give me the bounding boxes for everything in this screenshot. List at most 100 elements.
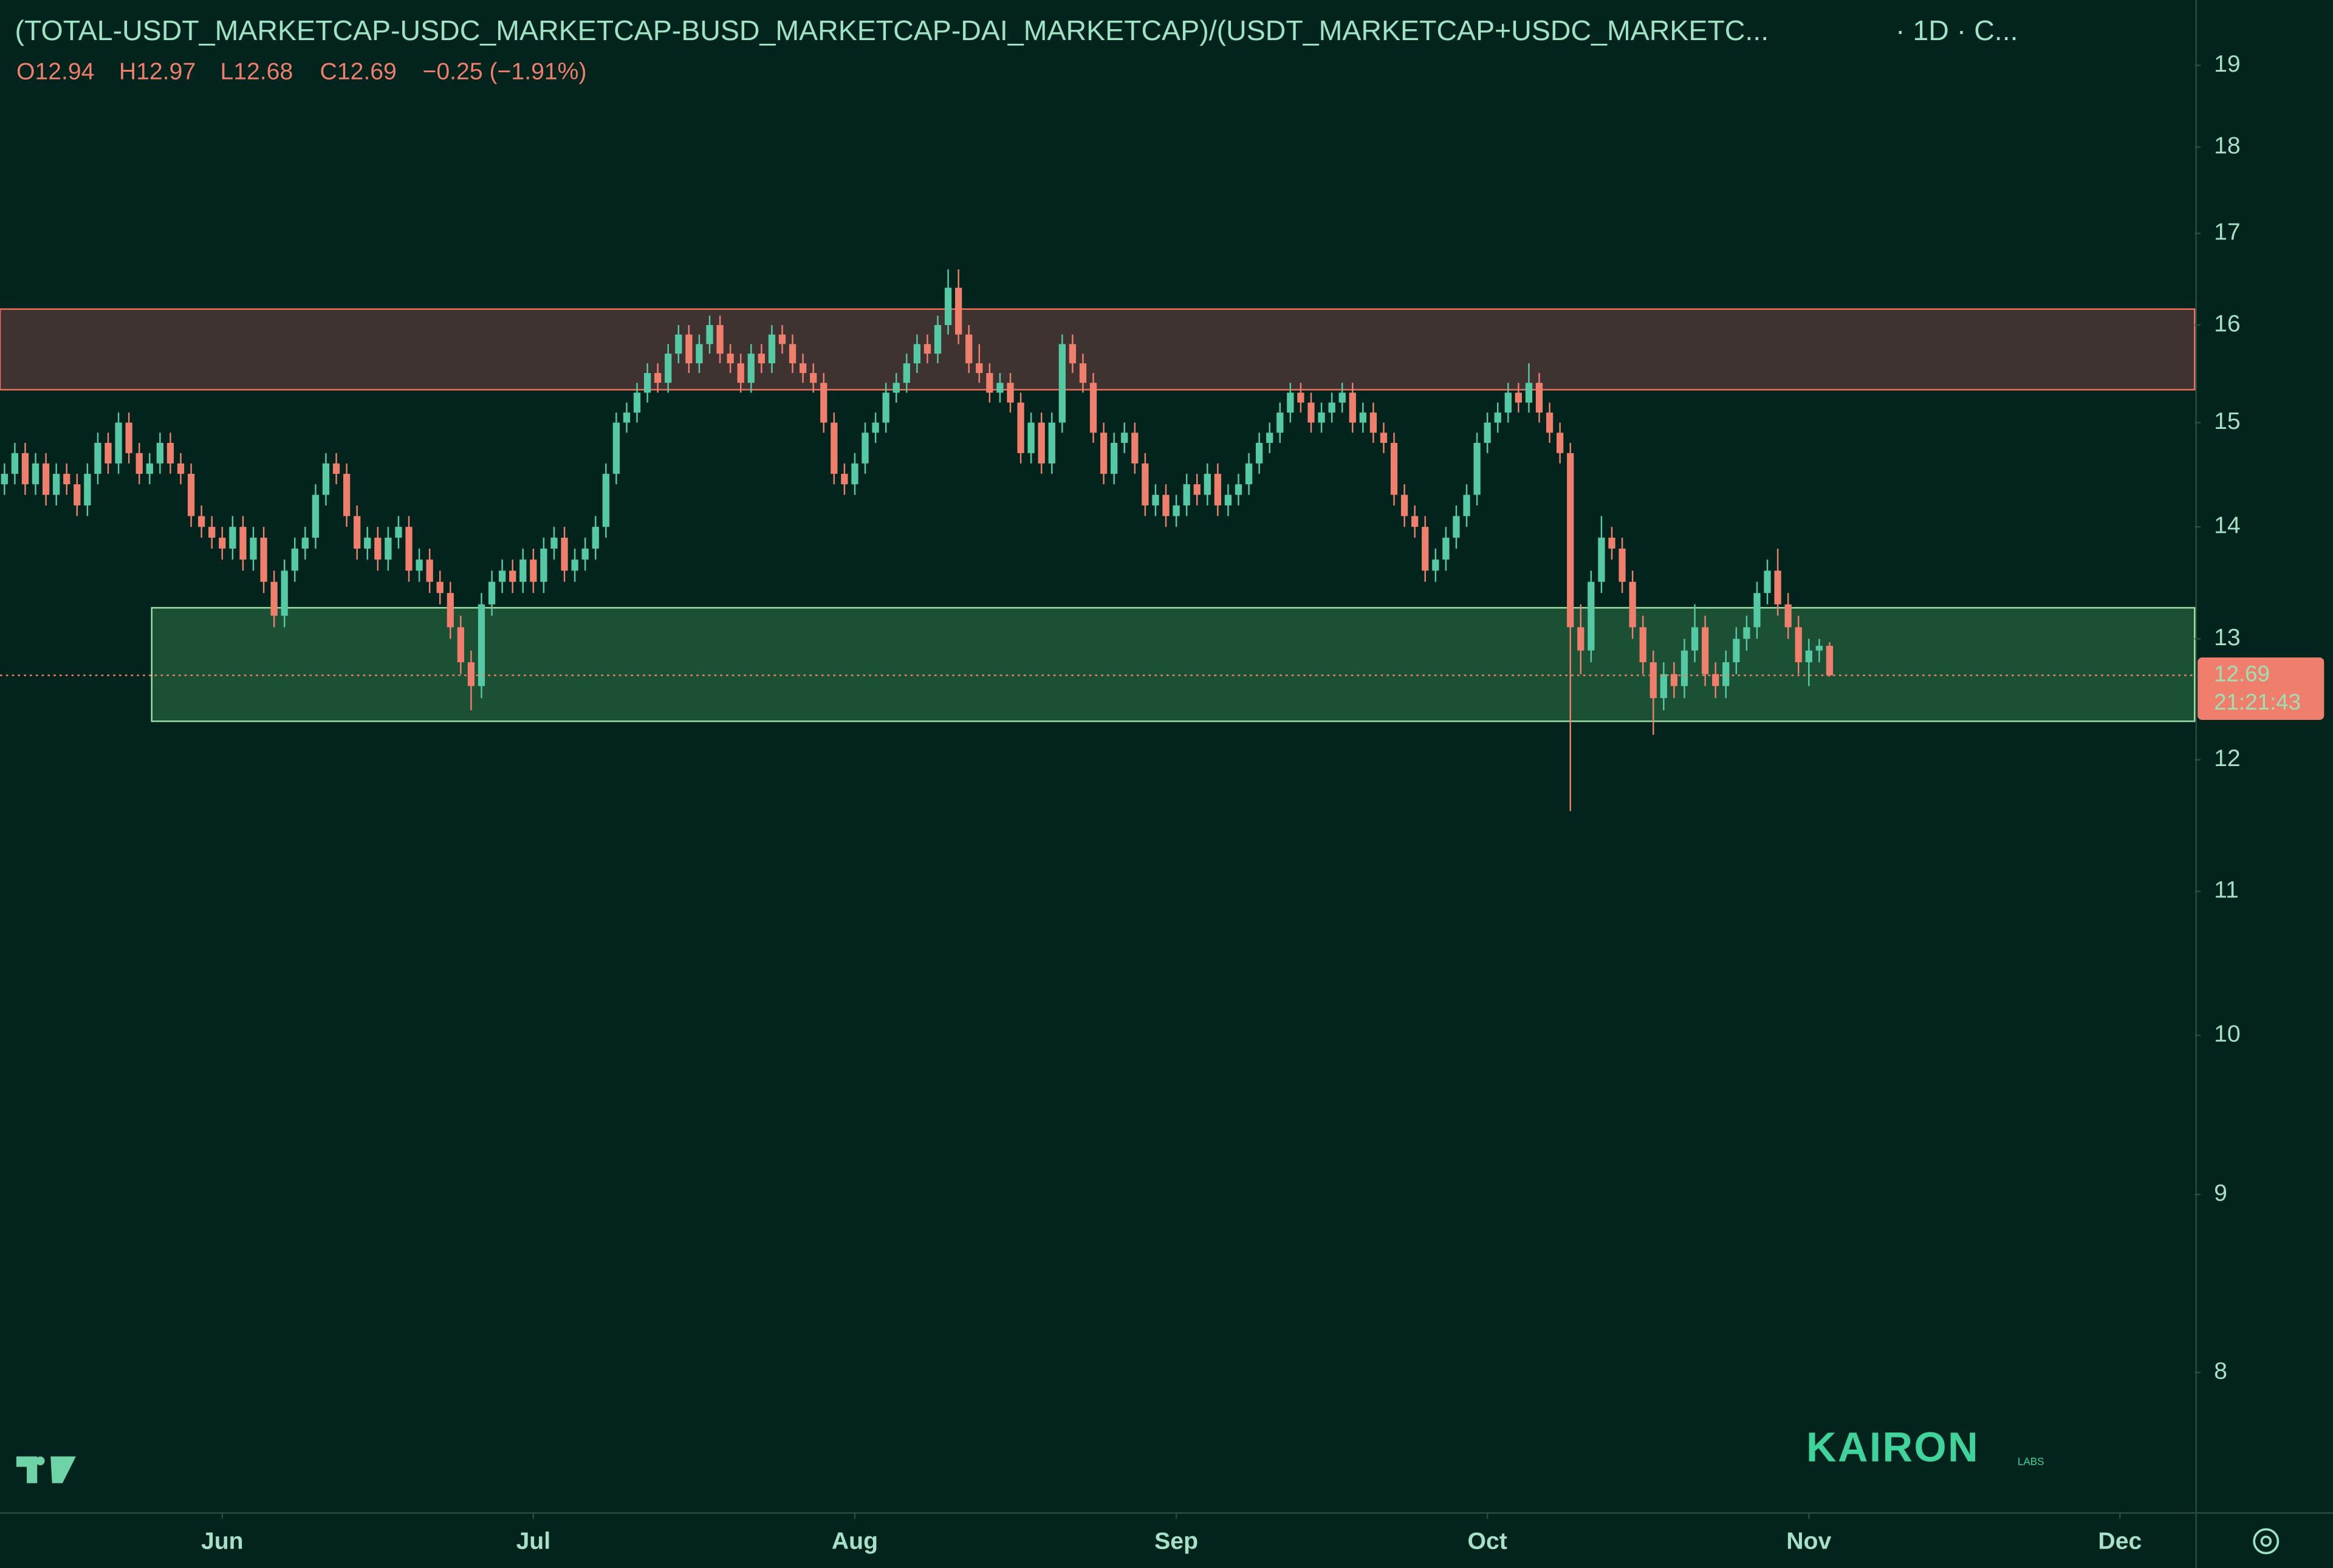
last-price-box bbox=[2198, 657, 2324, 721]
legend-close: C12.69 bbox=[320, 58, 397, 84]
watermark-sub: LABS bbox=[2018, 1456, 2044, 1468]
y-tick-label: 9 bbox=[2214, 1180, 2227, 1207]
candle-body bbox=[892, 383, 900, 393]
candle-body bbox=[665, 354, 672, 383]
candle-body bbox=[913, 344, 921, 364]
candle-body bbox=[1453, 516, 1460, 538]
settings-gear[interactable] bbox=[2253, 1528, 2280, 1555]
last-price-label: 12.69 bbox=[2214, 661, 2270, 686]
candle-body bbox=[63, 473, 70, 485]
x-tick-label: Aug bbox=[832, 1529, 878, 1555]
candle-body bbox=[1619, 549, 1626, 582]
candle-body bbox=[1027, 422, 1035, 453]
y-tick-label: 16 bbox=[2214, 310, 2241, 337]
candle-body bbox=[530, 560, 537, 582]
candle-body bbox=[364, 538, 371, 549]
candle-body bbox=[654, 373, 662, 383]
candle-body bbox=[32, 463, 39, 485]
candle-body bbox=[1276, 413, 1284, 433]
candle-body bbox=[592, 527, 599, 549]
candle-body bbox=[1338, 392, 1346, 403]
candle-body bbox=[1038, 422, 1045, 464]
candle-body bbox=[841, 473, 848, 485]
candle-body bbox=[612, 422, 620, 474]
x-tick-label: Sep bbox=[1154, 1529, 1198, 1555]
candle-body bbox=[426, 560, 433, 582]
candle-body bbox=[354, 516, 361, 549]
candle-body bbox=[250, 538, 257, 560]
candle-body bbox=[509, 570, 516, 582]
candle-body bbox=[1100, 433, 1108, 474]
candle-body bbox=[291, 549, 298, 571]
candle-body bbox=[1815, 646, 1823, 651]
candle-body bbox=[1805, 650, 1812, 663]
candle-body bbox=[1588, 581, 1595, 651]
candle-body bbox=[1557, 433, 1564, 453]
candle-body bbox=[198, 516, 205, 527]
candle-body bbox=[1173, 505, 1180, 516]
candle-body bbox=[115, 422, 122, 464]
y-tick-label: 18 bbox=[2214, 132, 2241, 159]
candle-body bbox=[643, 373, 651, 393]
candle-body bbox=[581, 549, 589, 560]
candle-body bbox=[1753, 593, 1761, 628]
candle-body bbox=[405, 527, 413, 571]
candle-body bbox=[1089, 383, 1097, 433]
candle-body bbox=[976, 363, 983, 374]
candle-body bbox=[1795, 627, 1802, 663]
candle-body bbox=[1722, 662, 1730, 686]
candle-body bbox=[385, 538, 392, 560]
candle-body bbox=[1484, 422, 1491, 443]
candle-body bbox=[1422, 527, 1429, 571]
candle-body bbox=[53, 473, 60, 495]
candle-body bbox=[104, 442, 112, 464]
y-tick-label: 19 bbox=[2214, 51, 2241, 77]
candle-body bbox=[561, 538, 568, 571]
candle-body bbox=[166, 442, 174, 464]
watermark-brand: KAIRON bbox=[1806, 1424, 1979, 1471]
candle-body bbox=[903, 363, 910, 383]
tradingview-logo bbox=[16, 1456, 76, 1484]
candle-body bbox=[1266, 433, 1273, 443]
candle-body bbox=[550, 538, 558, 549]
candle-body bbox=[799, 363, 807, 374]
y-tick-label: 8 bbox=[2214, 1358, 2227, 1385]
candle-body bbox=[416, 560, 423, 571]
candle-body bbox=[260, 538, 267, 582]
candle-body bbox=[862, 433, 869, 464]
candle-body bbox=[1525, 383, 1533, 403]
candle-body bbox=[872, 422, 879, 433]
x-tick-label: Oct bbox=[1468, 1529, 1507, 1555]
candle-body bbox=[312, 495, 320, 538]
candle-body bbox=[540, 549, 547, 582]
legend-low: L12.68 bbox=[220, 58, 293, 84]
candle-body bbox=[1369, 413, 1377, 433]
candle-body bbox=[94, 442, 101, 474]
candle-body bbox=[42, 463, 50, 495]
candle-body bbox=[499, 570, 506, 582]
candle-body bbox=[457, 627, 464, 663]
candle-body bbox=[1390, 442, 1398, 495]
y-tick-label: 10 bbox=[2214, 1021, 2241, 1047]
candle-body bbox=[1318, 413, 1325, 423]
x-tick-label: Dec bbox=[2098, 1529, 2142, 1555]
settings-gear-center bbox=[2260, 1535, 2272, 1547]
settings-icon[interactable] bbox=[2253, 1528, 2280, 1555]
candle-body bbox=[810, 373, 817, 383]
candle-body bbox=[1235, 484, 1242, 495]
candle-body bbox=[675, 334, 682, 354]
candle-body bbox=[1245, 463, 1253, 485]
candle-body bbox=[1546, 413, 1554, 433]
candle-body bbox=[1142, 463, 1149, 505]
candle-body bbox=[1411, 516, 1419, 527]
candle-body bbox=[1307, 402, 1315, 423]
candle-body bbox=[1152, 495, 1159, 505]
x-tick-label: Jul bbox=[516, 1529, 551, 1555]
y-tick-label: 15 bbox=[2214, 408, 2241, 434]
candle-body bbox=[21, 453, 29, 485]
candle-body bbox=[1442, 538, 1450, 560]
y-tick-label: 17 bbox=[2214, 219, 2241, 245]
candle-body bbox=[706, 325, 713, 344]
